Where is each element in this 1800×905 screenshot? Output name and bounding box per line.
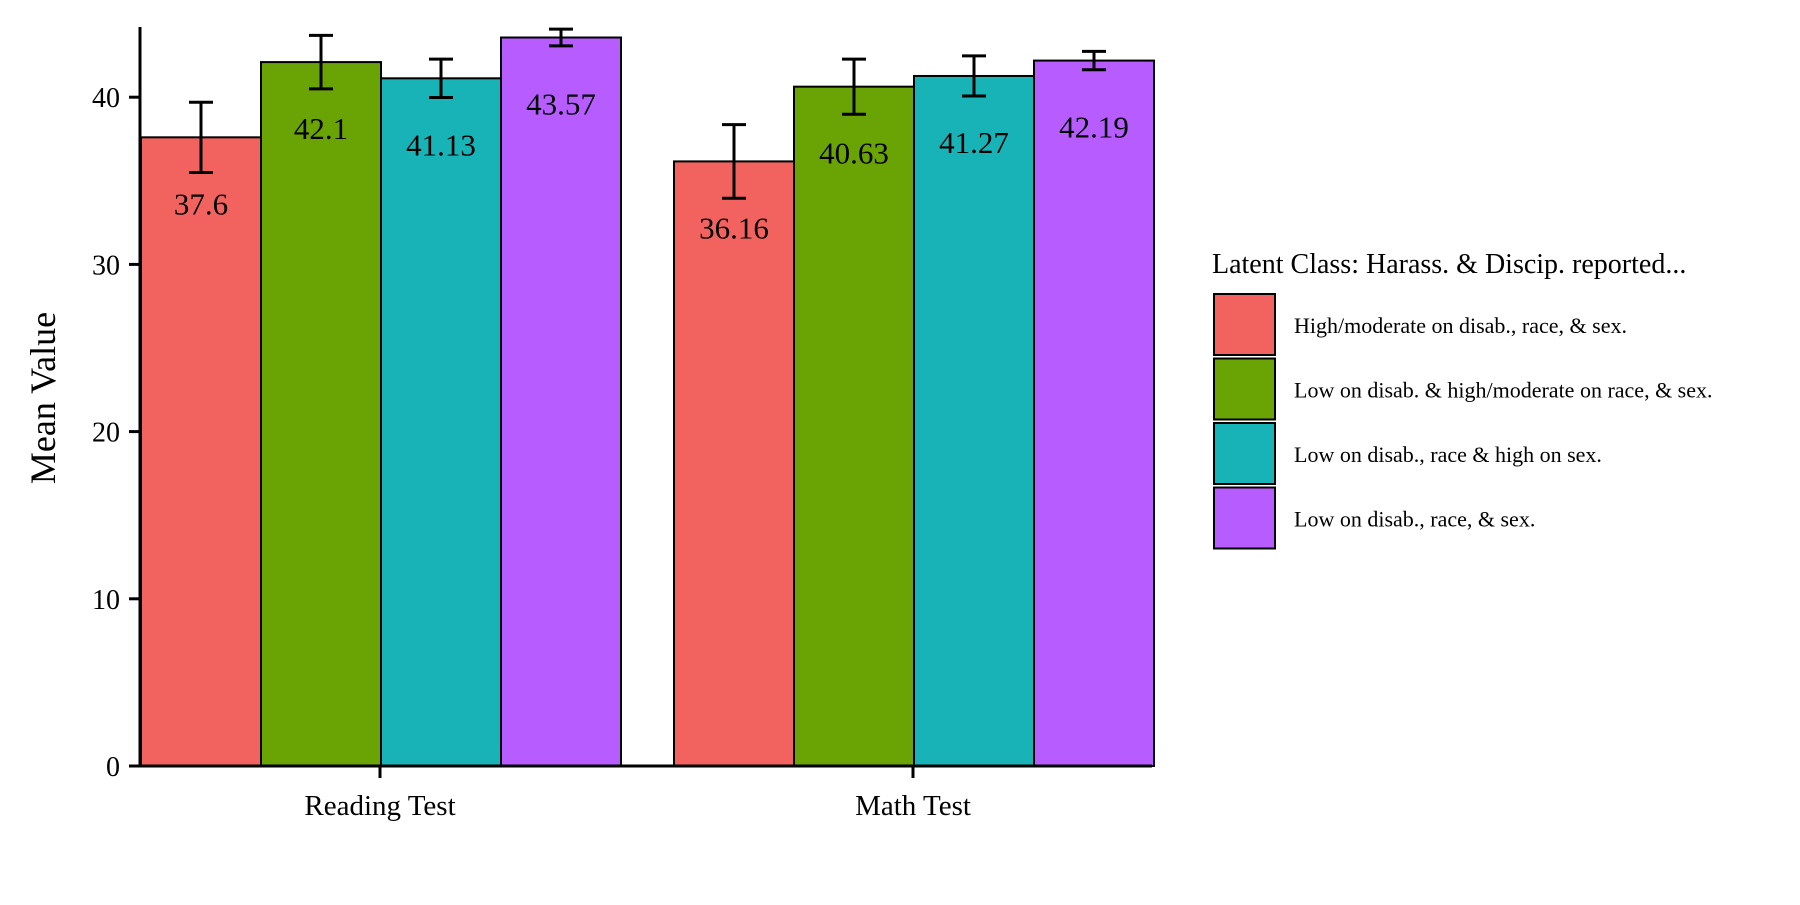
error-bar-1-1	[842, 57, 866, 116]
bar-value-label-0-3: 43.57	[526, 87, 596, 122]
bar-value-label-1-1: 40.63	[819, 136, 889, 171]
y-tick-label-2: 20	[92, 418, 120, 449]
legend-swatch-1	[1213, 357, 1276, 421]
y-tick-label-1: 10	[92, 585, 120, 616]
error-bar-1-0	[722, 123, 746, 200]
error-bar-1-3	[1082, 49, 1106, 72]
error-bar-0-0	[189, 100, 213, 174]
y-axis-title: Mean Value	[23, 312, 63, 484]
bar-0-3	[500, 36, 622, 768]
bar-value-label-0-1: 42.1	[294, 111, 348, 146]
y-tick-label-3: 30	[92, 250, 120, 281]
bar-value-label-1-2: 41.27	[939, 125, 1009, 160]
legend-label-0: High/moderate on disab., race, & sex.	[1294, 313, 1627, 338]
legend-label-2: Low on disab., race & high on sex.	[1294, 442, 1602, 467]
bar-1-0	[673, 160, 795, 768]
error-bar-1-2	[962, 54, 986, 98]
bar-1-2	[913, 74, 1035, 768]
error-bar-0-2	[429, 57, 453, 100]
x-tick-label-1: Math Test	[855, 790, 971, 822]
bar-1-1	[793, 85, 915, 768]
error-bar-0-3	[549, 27, 573, 48]
legend-swatch-3	[1213, 486, 1276, 550]
legend-label-3: Low on disab., race, & sex.	[1294, 507, 1535, 532]
y-tick-label-4: 40	[92, 83, 120, 114]
legend-swatch-0	[1213, 293, 1276, 356]
bar-value-label-1-0: 36.16	[699, 210, 769, 245]
x-tick-label-0: Reading Test	[304, 790, 455, 822]
bar-value-label-1-3: 42.19	[1059, 110, 1129, 145]
bar-1-3	[1033, 59, 1155, 768]
bar-value-label-0-2: 41.13	[406, 127, 476, 162]
error-bar-0-1	[309, 33, 333, 91]
legend-swatch-2	[1213, 422, 1276, 485]
y-tick-label-0: 0	[106, 752, 120, 783]
legend-title: Latent Class: Harass. & Discip. reported…	[1212, 249, 1686, 280]
bar-0-1	[260, 61, 382, 767]
bar-0-0	[140, 136, 262, 767]
bar-0-2	[380, 77, 502, 767]
bar-value-label-0-0: 37.6	[174, 186, 228, 221]
legend-label-1: Low on disab. & high/moderate on race, &…	[1294, 378, 1713, 403]
